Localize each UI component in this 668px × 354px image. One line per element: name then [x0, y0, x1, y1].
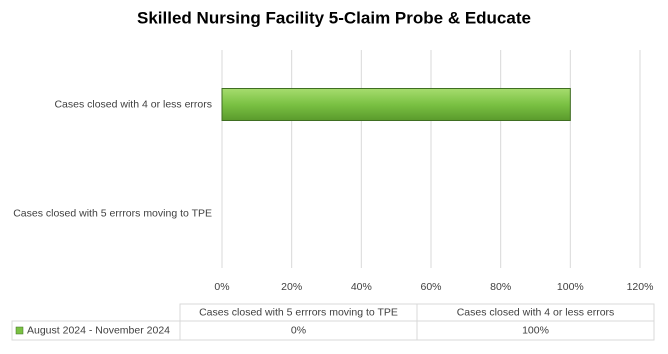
- table-row-border: [11, 320, 655, 341]
- y-tick-label: Cases closed with 5 errrors moving to TP…: [13, 207, 212, 219]
- x-tick-label: 40%: [351, 281, 372, 293]
- table-value: 100%: [522, 324, 549, 336]
- y-tick-label: Cases closed with 4 or less errors: [54, 98, 212, 110]
- legend-swatch: [15, 326, 24, 335]
- legend-label: August 2024 - November 2024: [27, 324, 170, 336]
- table-value: 0%: [291, 324, 306, 336]
- table-header: Cases closed with 5 errrors moving to TP…: [199, 306, 398, 318]
- x-tick-label: 100%: [557, 281, 584, 293]
- table-header: Cases closed with 4 or less errors: [457, 306, 615, 318]
- x-tick-label: 0%: [214, 281, 229, 293]
- x-tick-label: 20%: [281, 281, 302, 293]
- x-tick-label: 120%: [627, 281, 654, 293]
- x-tick-label: 60%: [420, 281, 441, 293]
- chart-title: Skilled Nursing Facility 5-Claim Probe &…: [137, 8, 531, 27]
- x-tick-label: 80%: [490, 281, 511, 293]
- bar: [221, 88, 571, 121]
